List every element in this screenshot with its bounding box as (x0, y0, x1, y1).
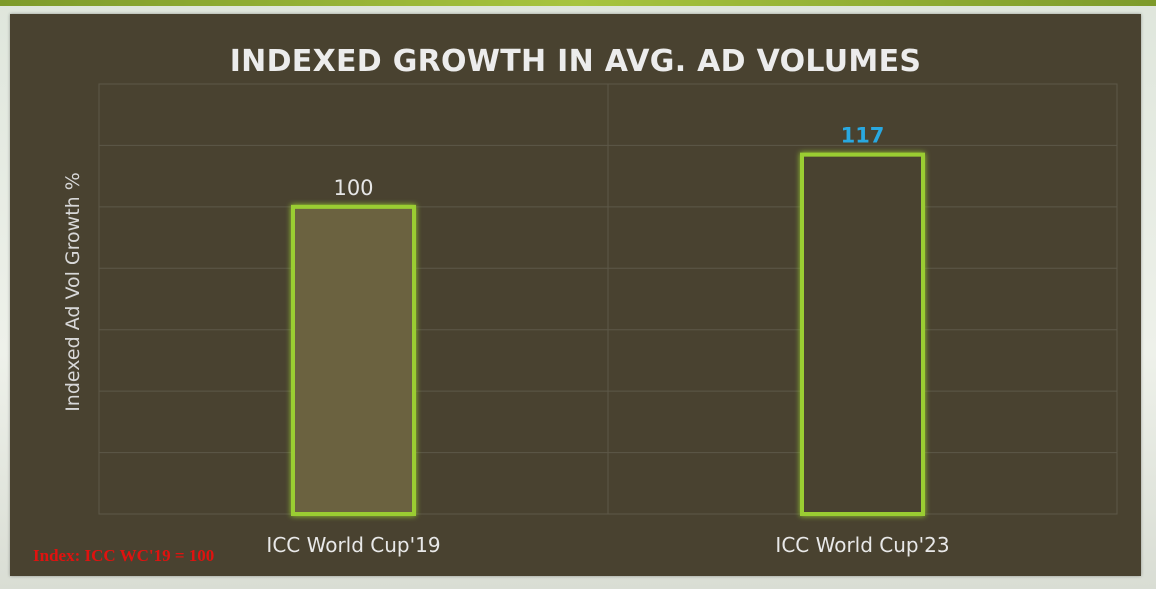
chart-title: INDEXED GROWTH IN AVG. AD VOLUMES (229, 44, 922, 79)
top-accent-strip (0, 0, 1156, 6)
index-footnote: Index: ICC WC'19 = 100 (33, 546, 215, 565)
data-label-2: 117 (841, 124, 885, 148)
x-tick-label-1: ICC World Cup'19 (266, 533, 440, 557)
bar-1 (291, 204, 416, 516)
data-label-1: 100 (333, 176, 373, 200)
bar-2 (800, 152, 925, 516)
bar-chart-plot: 100 ICC World Cup'19 117 ICC World Cup'23 (98, 83, 1118, 557)
chart-panel: INDEXED GROWTH IN AVG. AD VOLUMES Indexe… (10, 14, 1141, 576)
x-tick-label-2: ICC World Cup'23 (775, 533, 949, 557)
